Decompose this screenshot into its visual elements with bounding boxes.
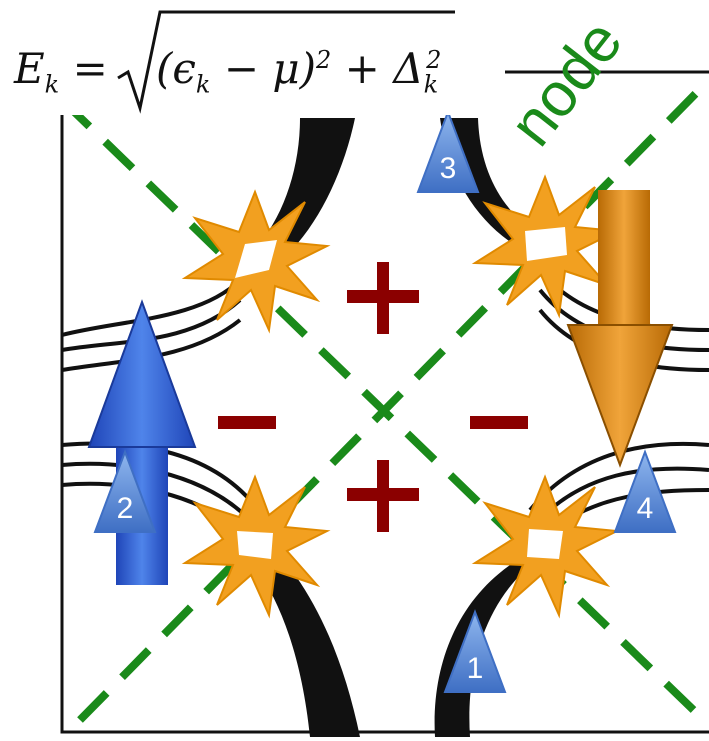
minus-right	[470, 416, 528, 429]
marker-label-3: 3	[439, 152, 457, 185]
marker-2	[93, 449, 157, 533]
minus-left	[218, 416, 276, 429]
burst-bottom-right	[471, 474, 621, 619]
marker-4	[613, 449, 677, 533]
markers	[93, 109, 677, 693]
formula-background	[0, 0, 505, 115]
marker-3	[416, 109, 480, 193]
burst-top-left	[181, 189, 331, 334]
plus-bottom	[347, 460, 419, 532]
marker-label-2: 2	[116, 492, 134, 525]
marker-1	[443, 609, 507, 693]
burst-bottom-left	[181, 474, 331, 619]
node-lines	[59, 77, 709, 728]
gap-signs	[218, 262, 528, 532]
scattering-bursts	[181, 174, 621, 619]
sqrt-sign	[117, 10, 455, 114]
plus-top	[347, 262, 419, 334]
node-label: node	[497, 7, 636, 158]
marker-label-1: 1	[466, 652, 484, 685]
burst-top-right	[471, 174, 621, 319]
marker-label-4: 4	[636, 492, 654, 525]
formula-rhs: (ϵk − μ)2 + Δk2	[156, 44, 442, 99]
spin-down-arrow	[566, 190, 674, 468]
formula-lhs: Ek =	[14, 44, 108, 99]
